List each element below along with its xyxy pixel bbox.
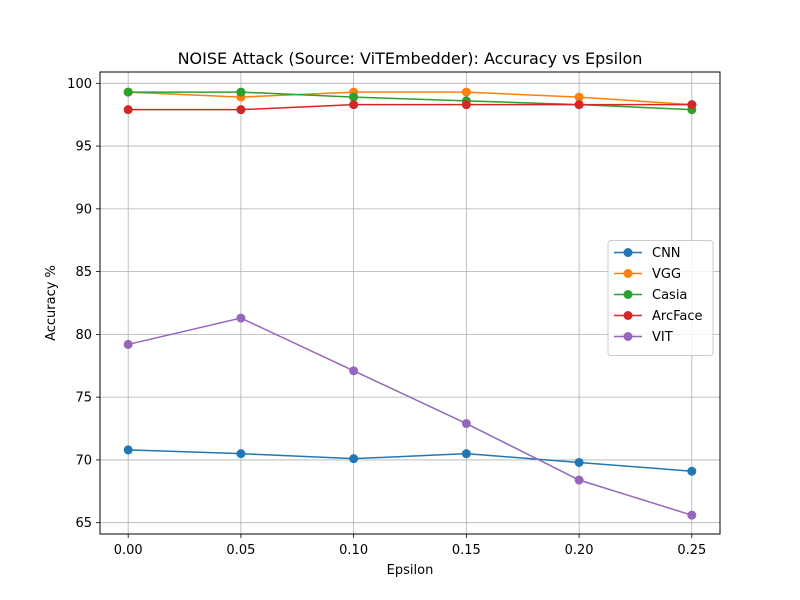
x-axis-title: Epsilon — [387, 563, 434, 578]
legend: CNN VGG Casia ArcFace VIT — [607, 240, 714, 356]
legend-label: VIT — [652, 330, 673, 345]
data-point-arcface — [236, 105, 246, 115]
x-tick-label: 0.10 — [339, 543, 368, 558]
series — [123, 87, 697, 520]
data-point-cnn — [461, 449, 471, 459]
y-axis-title: Accuracy % — [44, 265, 59, 341]
y-tick-label: 90 — [75, 202, 92, 217]
data-point-vgg — [461, 87, 471, 97]
y-tick-label: 100 — [67, 77, 92, 92]
series-line-casia — [128, 91, 692, 111]
data-point-arcface — [349, 100, 359, 110]
series-cnn — [123, 445, 697, 476]
y-tick-label: 95 — [75, 140, 92, 155]
legend-swatch-marker — [623, 311, 633, 320]
legend-label: Casia — [652, 288, 687, 303]
data-point-cnn — [236, 449, 246, 459]
legend-label: CNN — [652, 246, 681, 261]
x-tick-label: 0.15 — [452, 543, 481, 558]
series-vit — [123, 313, 697, 520]
data-point-vit — [349, 366, 359, 376]
x-tick-label: 0.00 — [114, 543, 143, 558]
y-tick-label: 65 — [75, 516, 92, 531]
legend-swatch-marker — [623, 290, 633, 299]
legend-swatch-marker — [623, 248, 633, 257]
data-point-cnn — [123, 445, 133, 455]
ticks: 0.00 0.05 0.10 0.15 0.20 0.25 65 70 75 80 85 90 95 10… — [67, 77, 706, 558]
data-point-arcface — [574, 100, 584, 110]
data-point-vit — [461, 419, 471, 429]
data-point-vgg — [574, 92, 584, 102]
legend-item-vgg: VGG — [614, 267, 681, 282]
legend-item-cnn: CNN — [614, 246, 681, 261]
legend-item-arcface: ArcFace — [614, 309, 703, 324]
data-point-casia — [123, 87, 133, 97]
legend-swatch-marker — [623, 332, 633, 341]
data-point-cnn — [687, 466, 697, 476]
legend-item-vit: VIT — [614, 330, 673, 345]
series-line-vit — [128, 317, 693, 516]
data-point-arcface — [123, 105, 133, 115]
data-point-casia — [236, 87, 246, 97]
plot-frame — [99, 71, 721, 535]
x-tick-label: 0.20 — [565, 543, 594, 558]
data-point-vit — [574, 475, 584, 485]
data-point-arcface — [687, 100, 697, 110]
data-point-vit — [687, 510, 697, 520]
legend-label: ArcFace — [652, 309, 703, 324]
y-tick-label: 85 — [75, 265, 92, 280]
series-line-cnn — [128, 449, 692, 472]
y-tick-label: 70 — [75, 453, 92, 468]
x-tick-label: 0.05 — [226, 543, 255, 558]
legend-label: VGG — [652, 267, 681, 282]
series-line-vgg — [128, 91, 692, 106]
legend-swatch-marker — [623, 269, 633, 278]
legend-item-casia: Casia — [614, 288, 687, 303]
y-tick-label: 80 — [75, 328, 92, 343]
data-point-vit — [236, 313, 246, 323]
data-point-vit — [123, 339, 133, 349]
series-arcface — [123, 100, 697, 115]
data-point-cnn — [349, 454, 359, 464]
y-tick-label: 75 — [75, 391, 92, 406]
chart-title: NOISE Attack (Source: ViTEmbedder): Accu… — [178, 49, 643, 68]
data-point-casia — [349, 92, 359, 102]
legend-box — [607, 240, 714, 356]
x-tick-label: 0.25 — [677, 543, 706, 558]
data-point-arcface — [461, 100, 471, 110]
series-line-arcface — [128, 103, 692, 111]
data-point-cnn — [574, 457, 584, 467]
